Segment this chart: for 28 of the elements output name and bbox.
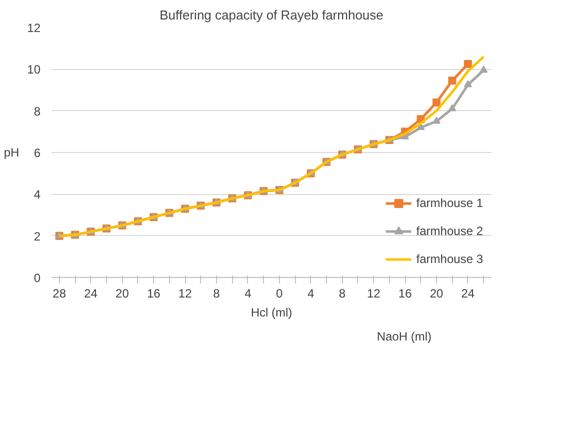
y-tick-label: 6	[34, 146, 41, 160]
legend-label: farmhouse 3	[416, 252, 483, 266]
x-tick-label: 8	[338, 286, 346, 300]
x-tick-label: 4	[307, 286, 314, 300]
text: NaoH (ml)	[376, 330, 432, 344]
y-axis-title: pH	[4, 146, 20, 160]
y-tick-label: 0	[34, 271, 41, 285]
y-tick-label: 2	[34, 229, 41, 244]
legend-label: farmhouse 2	[416, 224, 483, 238]
y-tick-label: 8	[34, 104, 41, 118]
x-tick-label: 20	[430, 286, 444, 300]
x-tick-label: 0	[276, 286, 284, 300]
x-tick-label: 16	[146, 286, 161, 300]
x-tick-label: 4	[244, 286, 252, 300]
x-tick-label: 24	[84, 286, 98, 300]
legend-label: farmhouse 1	[416, 196, 483, 210]
x-axis-title: Hcl (ml)	[250, 306, 292, 320]
x-tick-label: 28	[52, 286, 66, 300]
x-tick-label: 12	[366, 286, 381, 300]
x-tick-label: 8	[213, 286, 220, 300]
x-tick-label: 12	[178, 286, 192, 300]
x-tick-label: 24	[461, 286, 475, 300]
y-tick-label: 12	[27, 21, 41, 35]
chart-title: Buffering capacity of Rayeb farmhouse	[160, 8, 384, 22]
y-tick-label: 10	[27, 62, 41, 77]
x-tick-label: 16	[398, 286, 412, 300]
x-tick-label: 20	[116, 286, 130, 300]
y-tick-label: 4	[34, 188, 41, 202]
